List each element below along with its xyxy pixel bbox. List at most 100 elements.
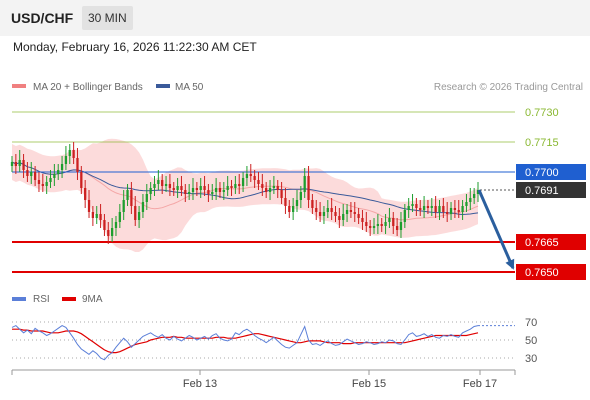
candle-body xyxy=(37,180,41,184)
legend-swatch-9ma xyxy=(62,297,76,301)
candle-body xyxy=(118,212,121,222)
candle-body xyxy=(430,206,433,208)
candle-body xyxy=(230,186,233,188)
candle-body xyxy=(30,172,33,176)
candle-body xyxy=(122,200,125,212)
candle-body xyxy=(72,150,75,158)
legend-swatch-ma50 xyxy=(156,84,170,88)
candle-body xyxy=(211,192,214,194)
candle-body xyxy=(345,210,349,214)
candle-body xyxy=(469,198,472,202)
candle-body xyxy=(164,184,168,186)
candle-body xyxy=(422,206,426,210)
candle-body xyxy=(195,188,199,190)
candle-body xyxy=(357,214,360,218)
candle-body xyxy=(222,190,225,192)
candle-body xyxy=(249,174,252,176)
candle-body xyxy=(353,212,356,214)
candle-body xyxy=(76,158,79,172)
candle-body xyxy=(291,206,295,212)
legend-label-rsi: RSI xyxy=(33,294,50,305)
candle-body xyxy=(238,184,241,186)
candle-body xyxy=(272,186,276,188)
candle-body xyxy=(41,184,44,186)
candle-body xyxy=(284,198,287,206)
projection-arrowhead xyxy=(505,258,515,270)
bollinger-band xyxy=(12,138,478,252)
level-label-0.7730: 0.7730 xyxy=(525,107,559,119)
candle-body xyxy=(207,190,210,194)
candle-body xyxy=(476,190,480,194)
legend-label-ma20: MA 20 + Bollinger Bands xyxy=(33,82,143,93)
candle-body xyxy=(22,160,25,170)
candle-body xyxy=(261,184,264,188)
candle-body xyxy=(218,188,222,192)
candle-body xyxy=(268,188,272,192)
candle-body xyxy=(176,186,179,190)
ma20-line xyxy=(11,161,479,221)
symbol-title: USD/CHF xyxy=(11,10,74,26)
legend-swatch-rsi xyxy=(12,297,26,301)
last-price-label: 0.7691 xyxy=(525,185,559,197)
legend-swatch-ma20 xyxy=(12,84,26,88)
candle-body xyxy=(172,188,175,190)
chart-header: USD/CHF 30 MIN xyxy=(0,0,590,36)
candle-body xyxy=(87,200,91,212)
candle-body xyxy=(33,172,37,180)
candle-body xyxy=(14,162,17,166)
candle-body xyxy=(141,202,145,212)
candle-body xyxy=(26,170,29,176)
candle-body xyxy=(130,190,133,206)
rsi-tick-50: 50 xyxy=(525,335,537,347)
rsi-line xyxy=(11,325,479,361)
candle-body xyxy=(426,206,430,208)
candle-body xyxy=(188,192,191,194)
candle-body xyxy=(349,210,353,212)
candle-body xyxy=(299,192,302,200)
candle-body xyxy=(241,178,245,186)
timeframe-button[interactable]: 30 MIN xyxy=(82,6,133,30)
candle-body xyxy=(280,190,283,198)
level-label-0.7650: 0.7650 xyxy=(525,267,559,279)
candle-body xyxy=(49,178,52,182)
candle-body xyxy=(84,188,87,200)
candle-body xyxy=(376,224,380,226)
candle-body xyxy=(64,156,68,164)
candle-body xyxy=(399,222,403,230)
level-label-0.7700: 0.7700 xyxy=(525,167,559,179)
projection-arrow xyxy=(477,189,515,269)
candle-body xyxy=(203,186,206,190)
candle-body xyxy=(199,186,202,190)
candle-body xyxy=(180,186,183,190)
candle-body xyxy=(311,200,314,208)
rsi-tick-30: 30 xyxy=(525,353,537,365)
candle-body xyxy=(80,172,83,188)
level-label-0.7715: 0.7715 xyxy=(525,137,559,149)
rsi-ma-line xyxy=(12,328,479,354)
candle-body xyxy=(303,176,306,192)
candle-body xyxy=(334,212,337,216)
ma50-line xyxy=(11,161,479,216)
candle-body xyxy=(134,206,137,220)
candle-body xyxy=(449,208,453,214)
candle-body xyxy=(214,188,218,192)
candle-body xyxy=(191,188,195,192)
candle-body xyxy=(234,184,237,188)
candle-body xyxy=(161,180,164,186)
candle-body xyxy=(114,222,118,228)
candle-body xyxy=(361,218,364,222)
legend-label-9ma: 9MA xyxy=(82,294,103,305)
x-tick-label: Feb 13 xyxy=(183,378,217,390)
candle-body xyxy=(137,212,141,220)
candle-body xyxy=(388,218,391,222)
rsi-tick-70: 70 xyxy=(525,317,537,329)
candle-body xyxy=(110,228,114,236)
datetime-label: Monday, February 16, 2026 11:22:30 AM CE… xyxy=(13,40,257,54)
candle-body xyxy=(407,206,410,210)
candle-body xyxy=(434,206,437,212)
level-tag-0.7700 xyxy=(516,164,586,180)
legend-label-ma50: MA 50 xyxy=(175,82,204,93)
candle-body xyxy=(95,214,98,218)
level-tag-0.7665 xyxy=(516,234,586,250)
